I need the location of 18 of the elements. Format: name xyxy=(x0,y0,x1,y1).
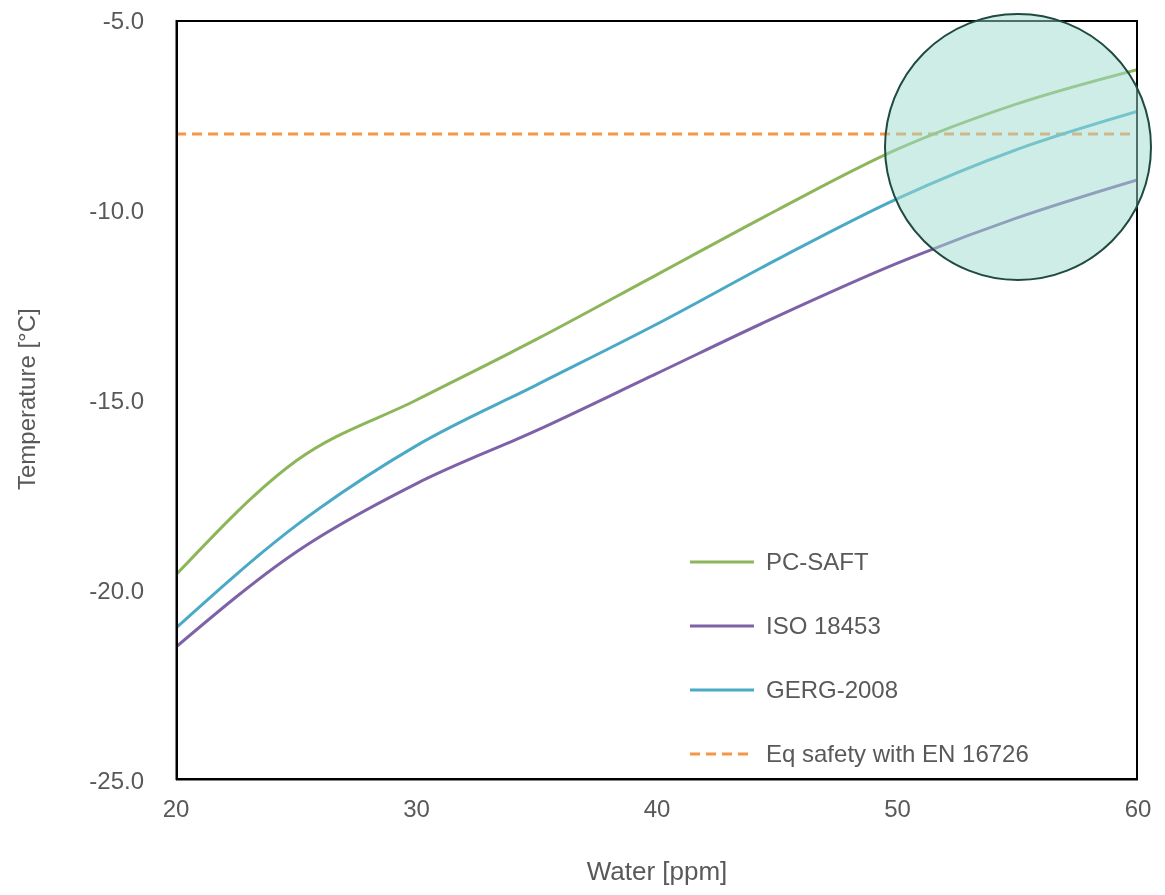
y-tick-label: -10.0 xyxy=(89,196,144,224)
legend-label: PC-SAFT xyxy=(766,548,869,576)
x-tick-label: 50 xyxy=(884,795,911,823)
line-series xyxy=(176,178,1138,649)
y-tick-label: -15.0 xyxy=(89,386,144,414)
x-tick-label: 60 xyxy=(1124,795,1152,823)
x-tick-label: 40 xyxy=(643,795,671,823)
x-tick-label: 20 xyxy=(162,795,190,823)
x-tick-label: 30 xyxy=(403,795,430,823)
y-tick-label: -25.0 xyxy=(89,766,144,794)
legend-label: Eq safety with EN 16726 xyxy=(766,740,1029,768)
x-axis-title: Water [ppm] xyxy=(586,856,728,886)
y-tick-label: -20.0 xyxy=(89,576,144,604)
y-tick-label: -5.0 xyxy=(102,6,144,34)
y-axis-title: Temperature [°C] xyxy=(12,308,40,490)
line-series xyxy=(176,67,1138,577)
legend-label: ISO 18453 xyxy=(766,612,881,640)
legend-label: GERG-2008 xyxy=(766,676,899,704)
